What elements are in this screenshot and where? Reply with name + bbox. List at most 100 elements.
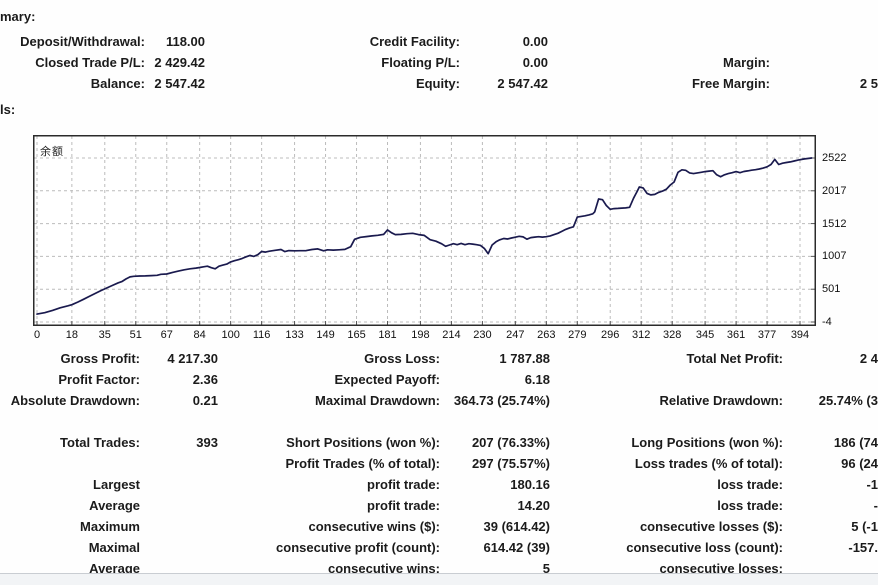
report-value: [783, 411, 878, 432]
x-axis-tick-label: 116: [252, 329, 271, 341]
report-label: Absolute Drawdown:: [10, 393, 140, 408]
statistics-row: Largest profit trade: 180.16 loss trade: -1: [0, 474, 878, 495]
report-label: Expected Payoff:: [334, 372, 440, 387]
x-axis-tick-label: 312: [632, 329, 651, 341]
report-label: Total Trades:: [60, 435, 140, 450]
y-axis-tick-label: 1007: [822, 250, 847, 263]
report-label: Balance:: [90, 76, 145, 91]
report-value: 207 (76.33%): [471, 435, 550, 450]
x-axis-tick-label: 84: [193, 329, 206, 341]
x-axis-tick-label: 247: [506, 329, 525, 341]
report-label: [0, 453, 140, 474]
report-value: 14.20: [517, 498, 550, 513]
report-label: Maximum: [80, 519, 140, 534]
report-value: [140, 537, 218, 558]
report-label: Credit Facility:: [369, 34, 460, 49]
report-label: profit trade:: [367, 498, 440, 513]
report-label: Floating P/L:: [381, 55, 460, 70]
x-axis-tick-label: 377: [757, 329, 777, 341]
report-label: consecutive wins ($):: [308, 519, 440, 534]
report-label: Average: [89, 498, 140, 513]
report-label: Short Positions (won %):: [286, 435, 440, 450]
report-label: profit trade:: [367, 477, 440, 492]
report-label: [550, 411, 783, 432]
summary-row: Deposit/Withdrawal: 118.00 Credit Facility…: [0, 31, 878, 52]
report-value: 96 (24: [841, 456, 878, 471]
report-value: 393: [196, 435, 218, 450]
report-label: Total Net Profit:: [686, 351, 783, 366]
x-axis-tick-label: 361: [726, 329, 746, 341]
y-axis-tick-label: 501: [822, 283, 841, 296]
statistics-row: Average consecutive wins: 5 consecutive los…: [0, 558, 878, 579]
report-value: 364.73 (25.74%): [453, 393, 550, 408]
x-axis-tick-label: 230: [473, 329, 492, 341]
x-axis-tick-label: 133: [285, 329, 304, 341]
report-value: -1: [866, 477, 878, 492]
x-axis-tick-label: 263: [537, 329, 556, 341]
report-value: 118.00: [165, 34, 205, 49]
report-value: 2 5: [859, 76, 878, 91]
report-value: 297 (75.57%): [471, 456, 550, 471]
next-section-strip: [0, 574, 878, 585]
report-label: consecutive losses ($):: [639, 519, 783, 534]
report-value: 25.74% (3: [818, 393, 878, 408]
balance-chart-plot: [33, 135, 816, 326]
report-label: Equity:: [415, 76, 460, 91]
x-axis-tick-label: 296: [601, 329, 620, 341]
x-axis-tick-label: 394: [790, 329, 810, 341]
chart-series-label: 余额: [40, 146, 64, 158]
report-value: [140, 474, 218, 495]
statistics-row: Maximum consecutive wins ($): 39 (614.42) c…: [0, 516, 878, 537]
summary-heading: mary:: [0, 9, 36, 24]
report-value: -: [873, 498, 878, 513]
report-value: 5 (-1: [851, 519, 878, 534]
report-value: 1 787.88: [499, 351, 550, 366]
x-axis-tick-label: 0: [33, 329, 41, 341]
statistics-row: Profit Factor: 2.36 Expected Payoff: 6.18: [0, 369, 878, 390]
report-value: 2 429.42: [154, 55, 205, 70]
summary-row: Balance: 2 547.42 Equity: 2 547.42 Free Marg…: [0, 73, 878, 94]
report-label: Free Margin:: [691, 76, 770, 91]
statistics-row: Gross Profit: 4 217.30 Gross Loss: 1 787.88…: [0, 348, 878, 369]
report-value: 0.00: [522, 34, 548, 49]
report-label: consecutive losses:: [659, 561, 783, 576]
report-value: 6.18: [524, 372, 550, 387]
report-label: [218, 411, 440, 432]
x-axis-tick-label: 345: [695, 329, 715, 341]
report-label: Profit Trades (% of total):: [285, 456, 440, 471]
report-value: [140, 453, 218, 474]
report-label: consecutive loss (count):: [626, 540, 783, 555]
x-axis-tick-label: 214: [442, 329, 461, 341]
x-axis-tick-label: 18: [65, 329, 78, 341]
report-value: 614.42 (39): [483, 540, 551, 555]
report-label: [0, 411, 140, 432]
y-axis-tick-label: 2522: [822, 152, 847, 164]
report-value: [440, 411, 550, 432]
x-axis-tick-label: 67: [160, 329, 173, 341]
report-label: Gross Profit:: [60, 351, 140, 366]
statistics-row: Average profit trade: 14.20 loss trade: -: [0, 495, 878, 516]
report-value: 4 217.30: [167, 351, 218, 366]
statistics-row: Absolute Drawdown: 0.21 Maximal Drawdown: 3…: [0, 390, 878, 411]
report-label: loss trade:: [717, 477, 783, 492]
report-value: [770, 52, 878, 73]
report-label: loss trade:: [717, 498, 783, 513]
statistics-row: Total Trades: 393 Short Positions (won %):…: [0, 432, 878, 453]
report-label: Largest: [93, 477, 140, 492]
details-heading: ls:: [0, 102, 16, 117]
report-label: Deposit/Withdrawal:: [20, 34, 145, 49]
x-axis-tick-label: 165: [347, 329, 366, 341]
balance-chart: 余额 0 18 35 51 67 84 100 116 133 149 165 181 198 214 23…: [33, 135, 878, 345]
report-label: [548, 31, 770, 52]
report-label: Margin:: [723, 55, 770, 70]
report-value: 0.21: [192, 393, 218, 408]
report-label: [550, 369, 783, 390]
x-axis-tick-label: 328: [663, 329, 682, 341]
report-value: 2 4: [859, 351, 878, 366]
report-value: 186 (74: [833, 435, 878, 450]
report-value: [783, 369, 878, 390]
report-label: Profit Factor:: [58, 372, 140, 387]
x-axis-tick-label: 149: [316, 329, 335, 341]
report-value: 0.00: [522, 55, 548, 70]
